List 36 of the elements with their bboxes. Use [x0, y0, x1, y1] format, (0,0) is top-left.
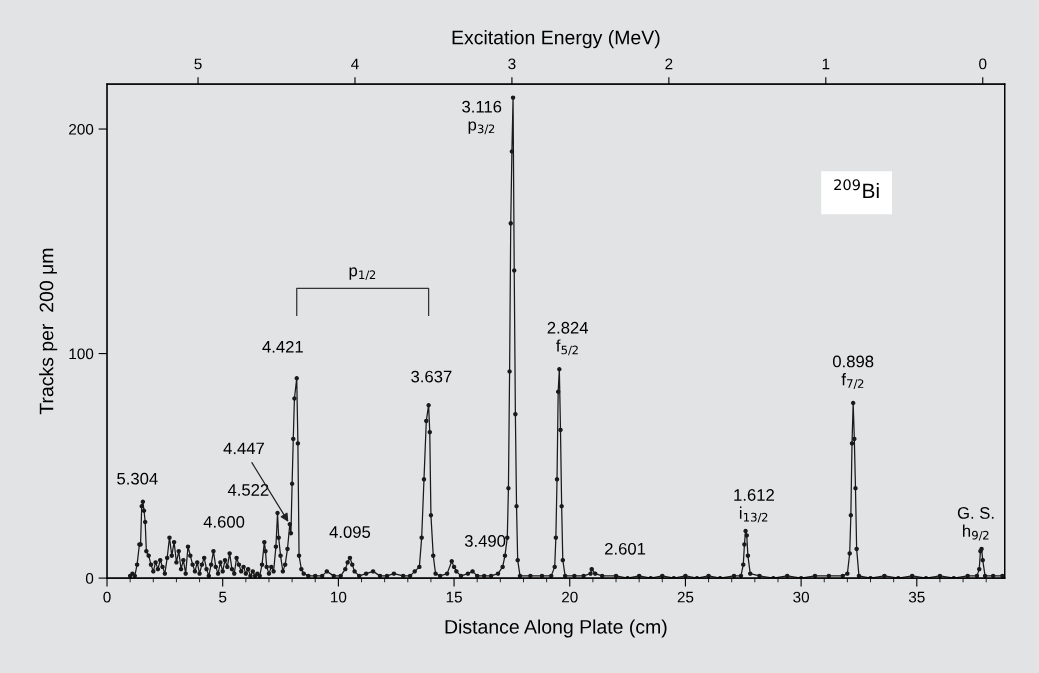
x-axis-title: Distance Along Plate (cm) — [445, 619, 667, 638]
x-tick-label: 25 — [677, 591, 694, 603]
annotation: 2.824 f$_{5/2}$ — [547, 321, 589, 356]
x2-tick-label: 2 — [665, 58, 673, 70]
annotation: p$_{1/2}$ — [349, 267, 376, 281]
x-tick-label: 20 — [562, 591, 578, 603]
x-tick-label: 10 — [331, 591, 347, 603]
x2-tick-label: 4 — [351, 58, 359, 70]
y-tick-label: 100 — [69, 348, 94, 360]
annotation: 3.116 p$_{3/2}$ — [462, 100, 502, 135]
annotation: 5.304 — [117, 472, 158, 485]
x-tick-label: 35 — [908, 591, 925, 603]
y-axis-title: Tracks per 200 μm — [39, 248, 58, 415]
x2-tick-label: 5 — [194, 58, 202, 70]
annotation: G. S. h$_{9/2}$ — [957, 507, 994, 541]
x-tick-label: 15 — [446, 591, 462, 603]
x2-tick-label: 3 — [508, 58, 516, 70]
annotation: 4.522 — [227, 484, 269, 496]
x-tick-label: 0 — [103, 591, 111, 603]
annotation: 4.421 — [262, 340, 303, 353]
annotation: 4.600 — [203, 515, 245, 528]
annotation: 3.490 — [464, 535, 506, 547]
annotation: 1.612 i$_{13/2}$ — [734, 489, 774, 523]
annotation: 0.898 f$_{7/2}$ — [832, 355, 874, 389]
annotation: 4.447 — [223, 442, 264, 455]
y-tick-label: 200 — [69, 123, 94, 135]
annotation: $^{209}$Bi — [834, 179, 879, 199]
annotation: 2.601 — [605, 542, 646, 555]
annotation: 4.095 — [329, 526, 371, 538]
x2-tick-label: 1 — [822, 58, 830, 70]
x-tick-label: 30 — [793, 591, 810, 603]
x2-tick-label: 0 — [979, 58, 987, 70]
y-tick-label: 0 — [85, 572, 94, 584]
x-tick-label: 5 — [219, 591, 227, 603]
x2-axis-title: Excitation Energy (MeV) — [452, 30, 660, 49]
annotation: 3.637 — [411, 370, 452, 383]
